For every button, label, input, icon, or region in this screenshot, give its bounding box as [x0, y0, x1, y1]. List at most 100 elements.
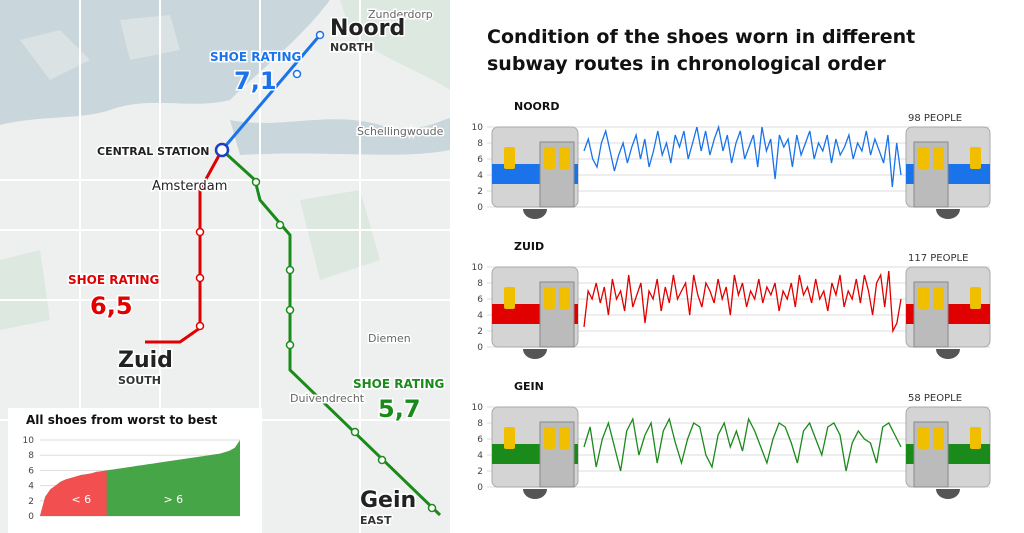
- data-line: [583, 124, 902, 188]
- map-label: 6,5: [90, 292, 133, 320]
- area-low: [40, 470, 107, 516]
- route-noord: [220, 34, 322, 151]
- map-water: [0, 0, 330, 125]
- headline: Condition of the shoes worn in different…: [487, 26, 916, 75]
- station: [350, 427, 360, 437]
- train-window: [559, 287, 570, 309]
- y-tick-label: 0: [28, 512, 34, 522]
- train-wheel: [936, 489, 960, 499]
- train-window: [933, 427, 944, 449]
- y-tick-label: 6: [477, 155, 483, 165]
- y-tick-label: 10: [23, 436, 35, 446]
- map-label: SOUTH: [118, 374, 161, 387]
- train-window: [918, 147, 929, 169]
- y-tick-label: 0: [477, 483, 483, 493]
- train-window: [970, 427, 981, 449]
- station: [285, 265, 295, 275]
- data-line: [583, 416, 902, 472]
- map-label: 5,7: [378, 395, 421, 423]
- train-wheel: [936, 349, 960, 359]
- map-label: EAST: [360, 514, 392, 527]
- train-window: [918, 427, 929, 449]
- central-station: [214, 142, 230, 158]
- station: [195, 321, 205, 331]
- map-label: Noord: [330, 16, 405, 41]
- station: [195, 227, 205, 237]
- station: [195, 273, 205, 283]
- y-tick-label: 4: [28, 482, 34, 492]
- y-tick-label: 8: [477, 279, 483, 289]
- plot-bg: [580, 127, 905, 207]
- train-window: [544, 427, 555, 449]
- train-window: [918, 287, 929, 309]
- map-label: Zuid: [118, 348, 173, 373]
- map-label: Gein: [360, 488, 416, 513]
- annotation: 98 PEOPLE: [908, 113, 962, 124]
- train-window: [559, 147, 570, 169]
- train-window: [933, 287, 944, 309]
- chart-title: NOORD: [514, 100, 560, 113]
- data-line: [583, 270, 902, 334]
- map-park: [340, 0, 450, 90]
- train-window: [933, 147, 944, 169]
- map-label: Duivendrecht: [290, 392, 365, 405]
- y-tick-label: 6: [477, 295, 483, 305]
- chart-title: GEIN: [514, 380, 544, 393]
- annotation: 117 PEOPLE: [908, 253, 968, 264]
- route-gein: [220, 148, 442, 517]
- train-window: [504, 287, 515, 309]
- map-label: CENTRAL STATION: [97, 145, 210, 158]
- region-label: < 6: [71, 493, 91, 506]
- map-label: Diemen: [368, 332, 411, 345]
- map-label: SHOE RATING: [353, 377, 444, 391]
- station: [251, 177, 261, 187]
- stations: [195, 30, 437, 513]
- y-tick-label: 8: [477, 139, 483, 149]
- train-wheel: [523, 489, 547, 499]
- train-window: [970, 147, 981, 169]
- y-tick-label: 2: [477, 467, 483, 477]
- map-label: NORTH: [330, 41, 373, 54]
- station: [377, 455, 387, 465]
- train-wheel: [936, 209, 960, 219]
- y-tick-label: 2: [477, 187, 483, 197]
- plot-bg: [580, 407, 905, 487]
- station: [285, 340, 295, 350]
- map-label: Amsterdam: [152, 179, 227, 194]
- y-tick-label: 4: [477, 311, 483, 321]
- map-park: [0, 190, 380, 330]
- charts: NOORD 98 PEOPLE 0 2 4 6 8 10 ZUID 117 PEOPLE 0 2 4 6 8…: [23, 100, 991, 522]
- y-tick-label: 6: [28, 466, 34, 476]
- annotation: 58 PEOPLE: [908, 393, 962, 404]
- y-tick-label: 4: [477, 171, 483, 181]
- train-window: [504, 147, 515, 169]
- map-harbour: [20, 15, 180, 80]
- map-label: SHOE RATING: [68, 273, 159, 287]
- train-window: [544, 147, 555, 169]
- train-window: [504, 427, 515, 449]
- train-window: [544, 287, 555, 309]
- station: [275, 220, 285, 230]
- chart-title: All shoes from worst to best: [26, 413, 217, 427]
- y-tick-label: 10: [472, 123, 484, 133]
- train-window: [970, 287, 981, 309]
- y-tick-label: 10: [472, 403, 484, 413]
- chart-title: ZUID: [514, 240, 544, 253]
- station: [427, 503, 437, 513]
- y-tick-label: 0: [477, 203, 483, 213]
- train-wheel: [523, 209, 547, 219]
- map-label: Schellingwoude: [357, 125, 444, 138]
- y-tick-label: 4: [477, 451, 483, 461]
- map-water: [230, 118, 450, 155]
- y-tick-label: 0: [477, 343, 483, 353]
- map-label: Zunderdorp: [368, 8, 433, 21]
- y-tick-label: 8: [28, 451, 34, 461]
- station: [285, 305, 295, 315]
- y-tick-label: 10: [472, 263, 484, 273]
- train-window: [559, 427, 570, 449]
- y-tick-label: 6: [477, 435, 483, 445]
- station: [292, 69, 302, 79]
